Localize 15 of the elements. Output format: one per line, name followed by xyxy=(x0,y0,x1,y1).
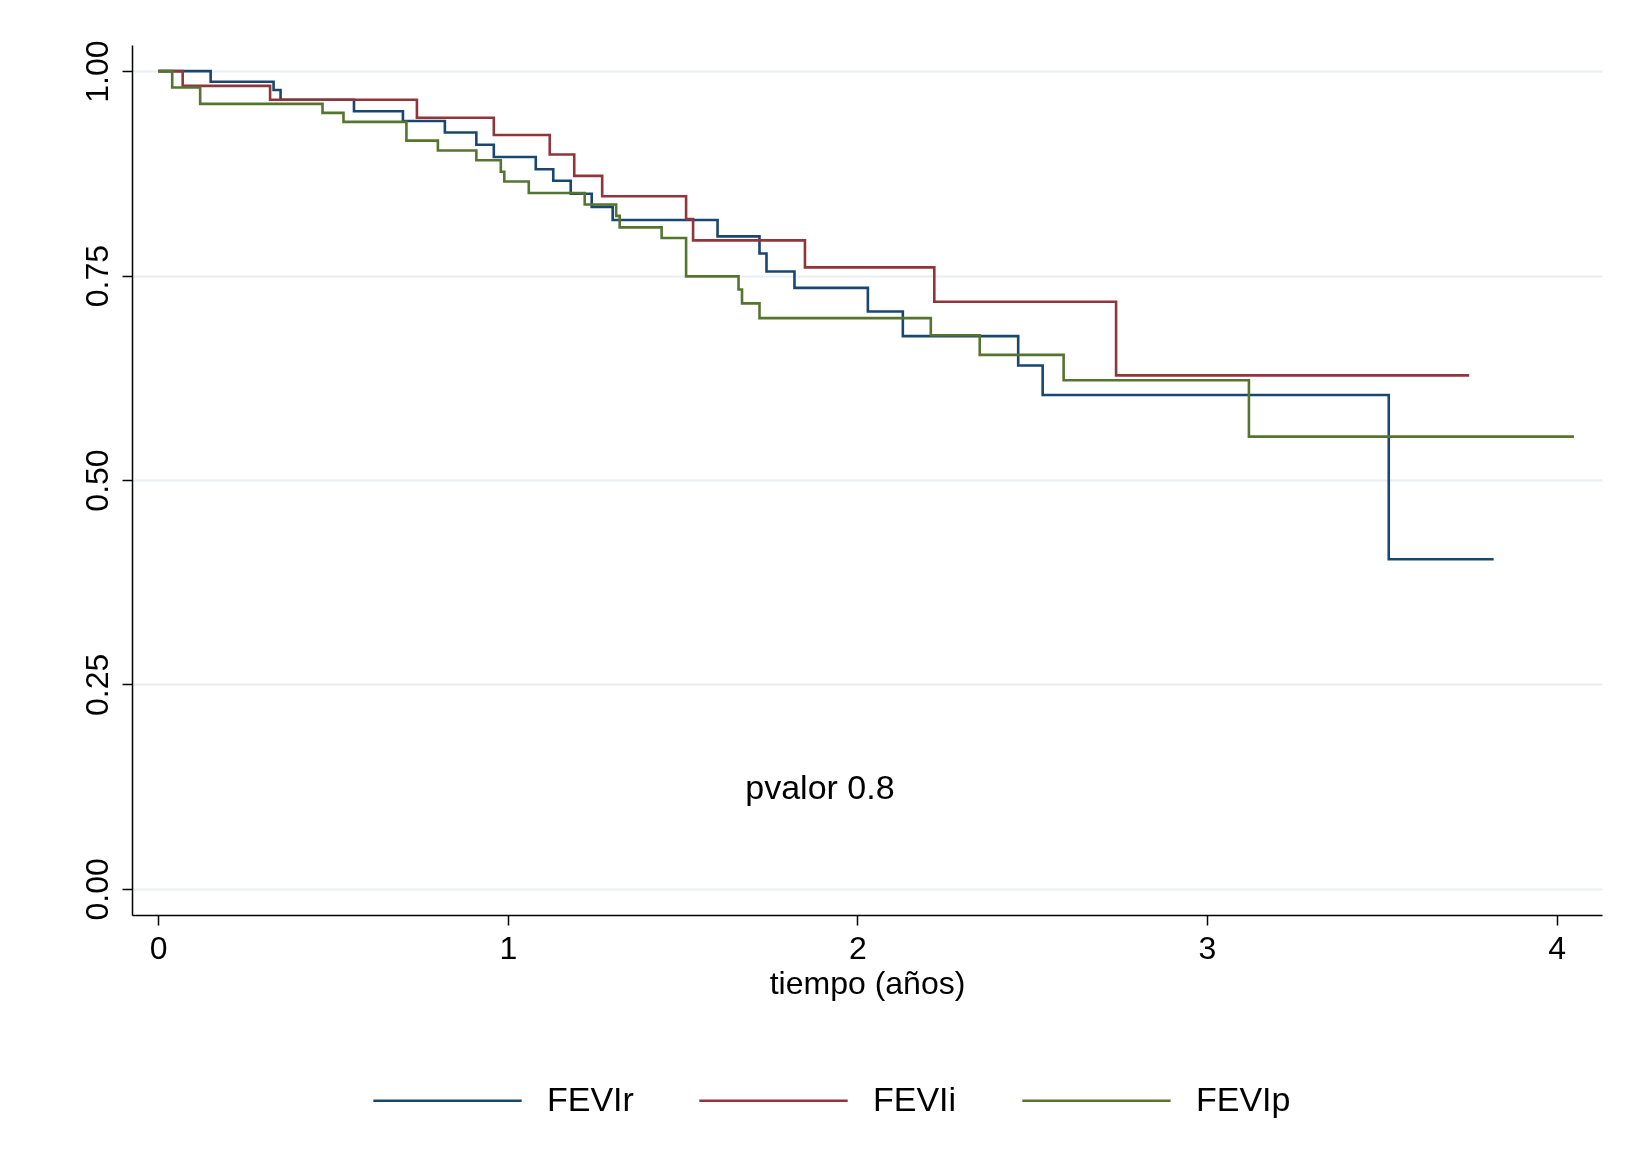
y-tick-label: 0.50 xyxy=(78,449,115,512)
legend-label: FEVIp xyxy=(1196,1079,1291,1118)
y-tick-label: 0.25 xyxy=(78,653,115,717)
annotation: pvalor 0.8 xyxy=(745,767,895,806)
legend-label: FEVIi xyxy=(873,1079,957,1118)
x-tick-label: 1 xyxy=(499,929,518,966)
y-tick-label: 1.00 xyxy=(78,40,115,103)
y-tick-label: 0.00 xyxy=(78,858,115,921)
x-tick-label: 4 xyxy=(1548,929,1566,966)
x-tick-label: 0 xyxy=(149,929,168,966)
x-tick-label: 2 xyxy=(848,929,867,966)
x-tick-label: 3 xyxy=(1198,929,1217,966)
y-tick-label: 0.75 xyxy=(78,244,115,308)
x-axis-title: tiempo (años) xyxy=(769,964,966,1001)
legend-label: FEVIr xyxy=(547,1079,634,1118)
